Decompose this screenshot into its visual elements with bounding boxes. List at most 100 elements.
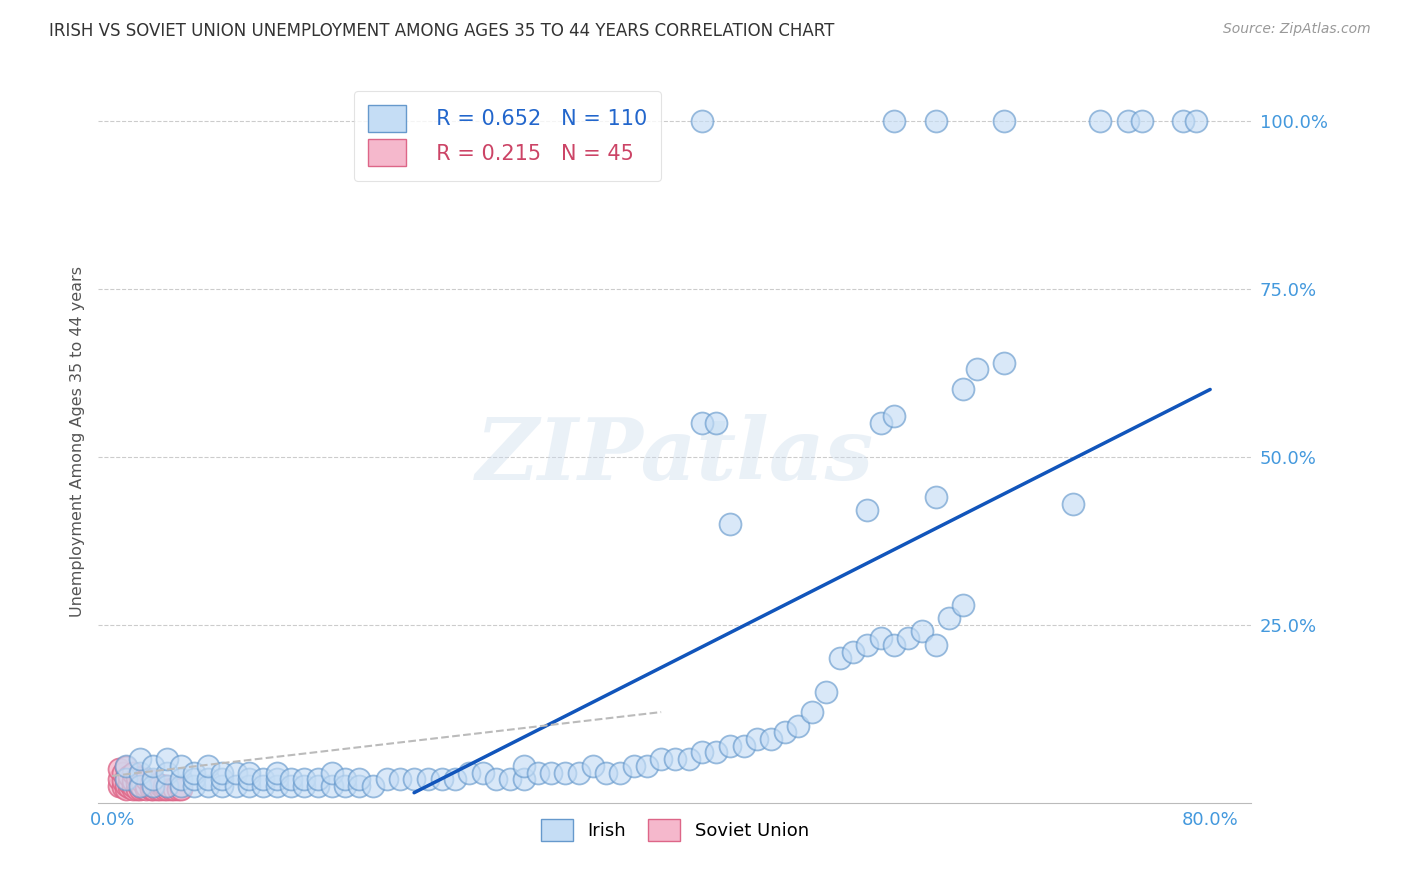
Point [156, 779, 179, 793]
Point [139, 775, 162, 789]
Point [131, 775, 153, 789]
Point [347, 779, 370, 793]
Point [153, 782, 176, 797]
Point [238, 765, 260, 780]
Point [513, 759, 536, 773]
Point [444, 772, 467, 787]
Point [924, 638, 946, 652]
Point [404, 772, 426, 787]
Point [609, 765, 631, 780]
Point [718, 516, 741, 531]
Point [266, 779, 288, 793]
Text: IRISH VS SOVIET UNION UNEMPLOYMENT AMONG AGES 35 TO 44 YEARS CORRELATION CHART: IRISH VS SOVIET UNION UNEMPLOYMENT AMONG… [49, 22, 835, 40]
Point [170, 779, 193, 793]
Point [828, 651, 851, 665]
Point [153, 779, 176, 793]
Point [160, 781, 183, 796]
Point [540, 765, 562, 780]
Point [321, 765, 343, 780]
Point [142, 779, 165, 793]
Point [131, 780, 153, 795]
Point [121, 779, 143, 793]
Point [121, 773, 143, 788]
Point [664, 752, 686, 766]
Point [266, 772, 288, 787]
Point [335, 779, 357, 793]
Point [499, 772, 522, 787]
Point [128, 782, 150, 797]
Point [430, 772, 453, 787]
Point [142, 759, 165, 773]
Point [485, 772, 508, 787]
Point [911, 624, 934, 639]
Point [375, 772, 398, 787]
Point [1171, 113, 1194, 128]
Point [115, 772, 138, 787]
Point [856, 638, 879, 652]
Point [801, 705, 824, 719]
Point [595, 765, 617, 780]
Point [993, 355, 1015, 369]
Point [238, 779, 260, 793]
Point [1130, 113, 1153, 128]
Point [692, 416, 714, 430]
Point [1090, 113, 1112, 128]
Point [938, 611, 960, 625]
Point [883, 409, 905, 424]
Point [115, 782, 138, 797]
Point [280, 779, 302, 793]
Point [135, 779, 157, 793]
Point [183, 779, 205, 793]
Point [117, 780, 139, 795]
Point [142, 772, 165, 787]
Point [389, 772, 412, 787]
Point [292, 772, 315, 787]
Point [156, 765, 179, 780]
Point [211, 772, 233, 787]
Point [307, 779, 329, 793]
Point [225, 779, 247, 793]
Point [211, 765, 233, 780]
Point [128, 771, 150, 785]
Point [115, 759, 138, 773]
Point [149, 778, 172, 792]
Point [135, 782, 157, 797]
Point [1062, 497, 1084, 511]
Point [704, 745, 727, 759]
Point [211, 779, 233, 793]
Point [128, 779, 150, 793]
Point [183, 772, 205, 787]
Point [897, 631, 920, 645]
Point [170, 759, 193, 773]
Point [117, 769, 139, 783]
Point [704, 416, 727, 430]
Point [115, 760, 138, 774]
Point [966, 362, 988, 376]
Point [170, 772, 193, 787]
Point [125, 776, 148, 790]
Point [993, 113, 1015, 128]
Point [347, 772, 370, 787]
Y-axis label: Unemployment Among Ages 35 to 44 years: Unemployment Among Ages 35 to 44 years [69, 266, 84, 617]
Point [146, 777, 169, 791]
Point [292, 779, 315, 793]
Point [759, 731, 782, 746]
Point [197, 779, 219, 793]
Point [883, 638, 905, 652]
Point [139, 781, 162, 796]
Point [361, 779, 384, 793]
Point [842, 644, 865, 658]
Point [252, 772, 274, 787]
Point [747, 731, 769, 746]
Point [142, 782, 165, 797]
Point [733, 739, 755, 753]
Point [692, 113, 714, 128]
Point [156, 779, 179, 793]
Point [128, 778, 150, 792]
Point [197, 772, 219, 787]
Point [692, 745, 714, 759]
Point [146, 781, 169, 796]
Point [718, 739, 741, 753]
Point [787, 718, 810, 732]
Point [869, 416, 891, 430]
